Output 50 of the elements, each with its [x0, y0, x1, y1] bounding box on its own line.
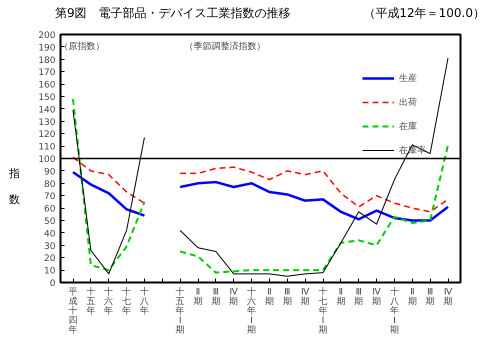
x-tick-label: Ⅳ期 [229, 288, 239, 307]
x-tick-label: 十七年 [122, 286, 132, 316]
chart-subtitle: （平成12年＝100.0） [363, 5, 480, 22]
annotation: （原指数） [59, 40, 104, 52]
y-tick-label: 40 [44, 229, 56, 240]
x-tick-label: Ⅳ期 [372, 288, 382, 307]
legend-label: 出荷 [399, 96, 418, 108]
x-tick-label: 十六年 [104, 286, 114, 316]
y-tick-label: 100 [38, 155, 56, 165]
y-tick-label: 160 [38, 80, 56, 91]
y-tick-label: 140 [38, 105, 56, 116]
y-tick-label: 90 [44, 167, 56, 178]
legend-label: 生産 [399, 72, 418, 84]
x-tick-label: 十六年Ⅰ期 [247, 286, 256, 336]
y-tick-label: 60 [44, 204, 56, 215]
y-tick-label: 180 [38, 56, 56, 66]
x-tick-label: Ⅱ期 [408, 288, 417, 307]
y-tick-label: 50 [44, 217, 56, 227]
x-tick-label: Ⅳ期 [300, 288, 310, 307]
annotation: （季節調整済指数） [184, 40, 266, 52]
y-tick-label: 170 [38, 68, 56, 78]
x-tick-label: Ⅱ期 [194, 288, 202, 307]
x-tick-label: 十五年 [86, 286, 96, 316]
x-tick-label: Ⅲ期 [354, 288, 364, 307]
x-tick-label: Ⅳ期 [444, 288, 453, 307]
y-tick-label: 0 [50, 279, 56, 289]
y-tick-label: 20 [44, 254, 56, 264]
y-tick-label: 10 [44, 266, 56, 277]
x-tick-label: 平成十四年 [68, 288, 78, 336]
x-tick-label: 十五年Ⅰ期 [176, 286, 185, 336]
x-tick-label: 十七年Ⅰ期 [318, 286, 328, 336]
chart-title: 第9図 電子部品・デバイス工業指数の推移 [55, 5, 291, 22]
x-tick-label: Ⅲ期 [282, 288, 292, 307]
x-tick-label: 十八年 [140, 286, 149, 316]
legend-label: 在庫 [399, 120, 418, 132]
x-tick-label: Ⅱ期 [264, 288, 274, 307]
x-tick-label: Ⅱ期 [336, 288, 346, 307]
y-tick-label: 30 [44, 242, 56, 252]
y-tick-label: 130 [38, 118, 56, 128]
y-tick-label: 150 [38, 93, 56, 103]
y-tick-label: 190 [38, 43, 56, 54]
y-tick-label: 110 [38, 142, 56, 153]
y-tick-label: 200 [38, 31, 56, 41]
x-tick-label: 十八年Ⅰ期 [390, 286, 399, 336]
x-tick-label: Ⅲ期 [211, 288, 220, 307]
x-tick-label: Ⅲ期 [426, 288, 435, 307]
y-tick-label: 70 [44, 192, 56, 202]
y-tick-label: 80 [44, 180, 56, 190]
y-tick-label: 120 [38, 130, 56, 140]
y-axis-title: 指数 [9, 166, 21, 208]
